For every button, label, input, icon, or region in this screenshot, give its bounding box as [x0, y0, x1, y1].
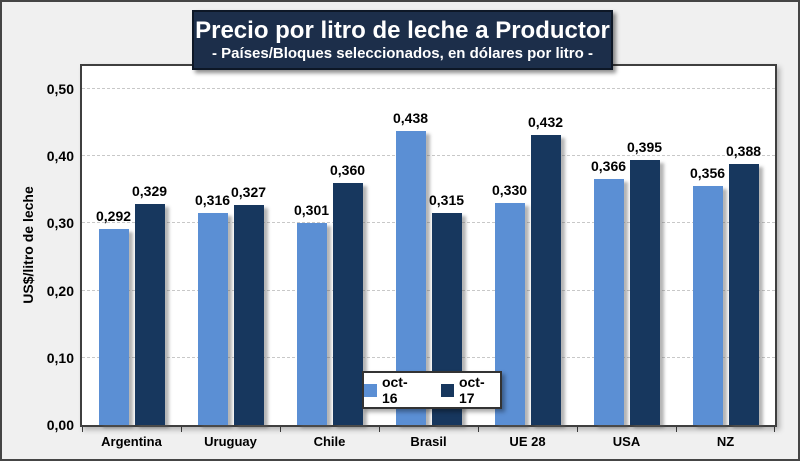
chart-subtitle: - Países/Bloques seleccionados, en dólar… [212, 44, 593, 62]
x-category-label-Chile: Chile [313, 434, 346, 449]
x-axis-tick [478, 427, 479, 432]
chart-title-box: Precio por litro de leche a Productor - … [192, 10, 613, 70]
bar-value-label: 0,315 [428, 192, 465, 209]
bar-oct-16-NZ [692, 185, 723, 425]
gridline-0,20 [82, 289, 775, 291]
x-axis-tick [774, 427, 775, 432]
legend-label-oct-17: oct-17 [458, 374, 485, 406]
bar-oct-17-NZ [728, 164, 759, 425]
bar-value-label: 0,360 [329, 162, 366, 179]
y-tick-label: 0,40 [46, 148, 74, 165]
legend-swatch-oct-16 [364, 383, 377, 397]
bar-oct-16-Uruguay [197, 212, 228, 425]
x-axis-tick [577, 427, 578, 432]
x-axis-tick [676, 427, 677, 432]
bar-value-label: 0,330 [491, 182, 528, 199]
x-category-label-Brasil: Brasil [410, 434, 447, 449]
bar-value-label: 0,366 [590, 158, 627, 175]
x-category-label-USA: USA [612, 434, 641, 449]
bar-oct-17-USA [629, 159, 660, 425]
gridline-0,10 [82, 356, 775, 358]
x-axis-tick [181, 427, 182, 432]
chart-title: Precio por litro de leche a Productor [195, 16, 610, 44]
bar-value-label: 0,432 [527, 113, 564, 130]
bar-oct-16-Argentina [98, 228, 129, 425]
y-tick-label: 0,00 [46, 417, 74, 433]
bar-oct-17-UE 28 [530, 134, 561, 425]
legend: oct-16 oct-17 [362, 371, 502, 409]
bar-oct-17-Chile [332, 183, 363, 425]
y-tick-label: 0,30 [46, 215, 74, 232]
y-tick-label: 0,10 [46, 349, 74, 366]
x-axis-tick [82, 427, 83, 432]
y-tick-label: 0,50 [46, 81, 74, 97]
legend-item-oct-17: oct-17 [441, 374, 500, 406]
y-tick-label: 0,20 [46, 282, 74, 299]
x-axis-tick [280, 427, 281, 432]
x-category-label-NZ: NZ [716, 434, 735, 449]
bar-oct-17-Uruguay [233, 205, 264, 425]
bar-oct-16-USA [593, 179, 624, 425]
bar-oct-17-Argentina [134, 203, 165, 425]
legend-label-oct-16: oct-16 [381, 374, 408, 406]
bar-value-label: 0,292 [95, 207, 132, 224]
x-category-label-Uruguay: Uruguay [204, 434, 257, 449]
bar-value-label: 0,356 [689, 164, 726, 181]
x-axis-tick [379, 427, 380, 432]
bar-value-label: 0,329 [131, 182, 168, 199]
bar-value-label: 0,301 [293, 201, 330, 218]
bar-oct-16-Chile [296, 222, 327, 425]
bar-value-label: 0,327 [230, 184, 267, 201]
bar-value-label: 0,388 [725, 143, 762, 160]
x-category-label-UE 28: UE 28 [509, 434, 546, 449]
gridline-0,30 [82, 222, 775, 224]
gridline-0,50 [82, 88, 775, 89]
bar-value-label: 0,395 [626, 138, 663, 155]
gridline-0,40 [82, 155, 775, 157]
x-category-label-Argentina: Argentina [101, 434, 162, 449]
plot-area: oct-16 oct-17 0,292 0,329 0,316 0,327 0,301 0,… [80, 64, 777, 427]
legend-item-oct-16: oct-16 [364, 374, 423, 406]
bar-value-label: 0,316 [194, 191, 231, 208]
legend-swatch-oct-17 [441, 383, 454, 397]
bar-value-label: 0,438 [392, 109, 429, 126]
